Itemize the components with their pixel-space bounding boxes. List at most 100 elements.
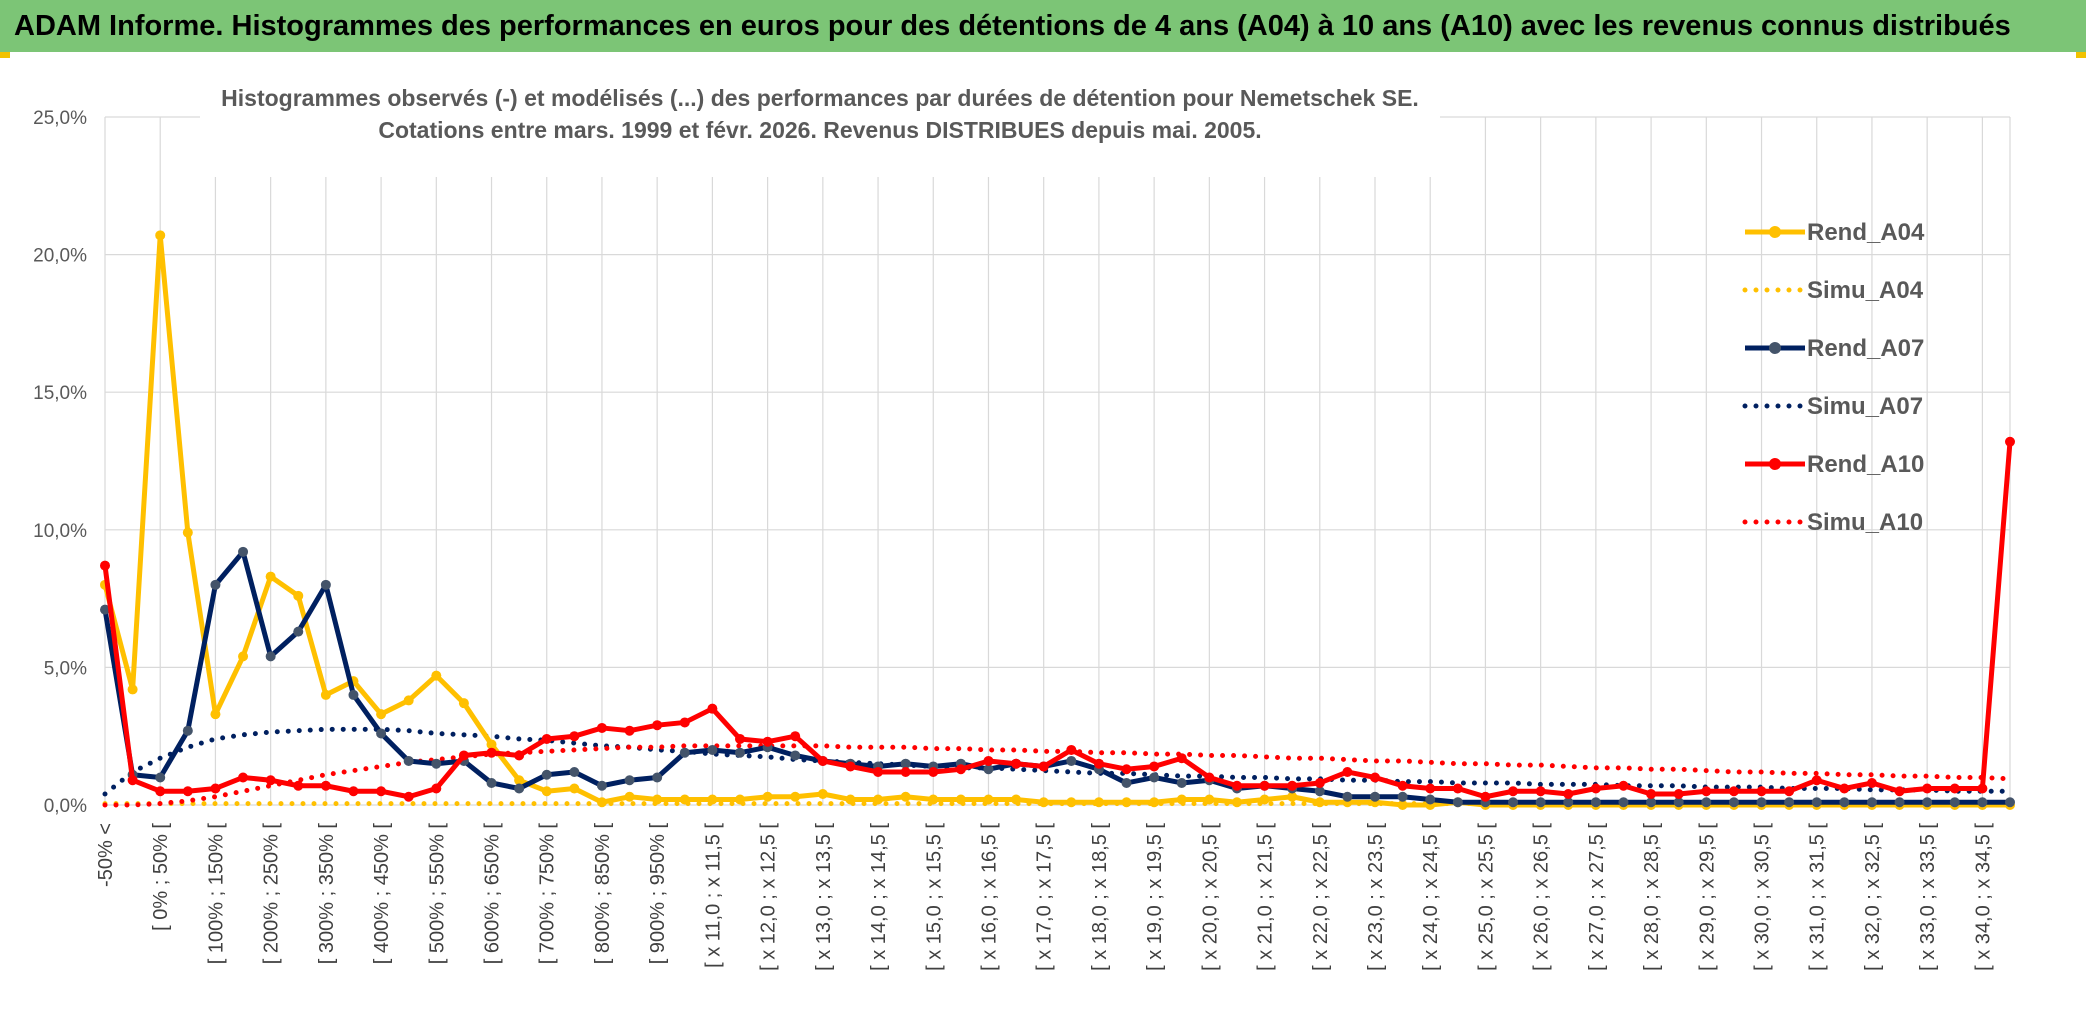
corner-decoration (2076, 52, 2086, 58)
chart-title-block: Histogrammes observés (-) et modélisés (… (200, 72, 1440, 177)
data-point (1646, 797, 1657, 808)
data-point (1811, 775, 1822, 786)
corner-decoration (0, 52, 10, 58)
data-point (100, 604, 110, 615)
data-point (1066, 797, 1077, 808)
chart-title: Histogrammes observés (-) et modélisés (… (221, 85, 1419, 111)
data-point (1204, 794, 1215, 805)
data-point (238, 651, 249, 662)
data-point (1397, 791, 1408, 802)
x-tick-label: [ x 32,0 ; x 32,5 [ (1862, 823, 1884, 971)
data-point (1784, 786, 1795, 797)
data-point (265, 775, 276, 786)
data-point (817, 755, 828, 766)
x-tick-label: [ x 16,0 ; x 16,5 [ (978, 823, 1000, 971)
data-point (1259, 794, 1270, 805)
data-point (790, 791, 801, 802)
data-point (403, 791, 414, 802)
performance-histogram-chart: Histogrammes observés (-) et modélisés (… (33, 72, 2015, 971)
data-point (1756, 797, 1767, 808)
data-point (1977, 797, 1988, 808)
x-tick-label: [ 700% ; 750% [ (537, 823, 559, 965)
series-rend_a04 (100, 230, 2015, 810)
x-tick-label: [ x 23,0 ; x 23,5 [ (1365, 823, 1387, 971)
x-tick-label: [ x 11,0 ; x 11,5 [ (702, 823, 724, 968)
legend-item-simu_a07: Simu_A07 (1742, 393, 1923, 420)
data-point (293, 626, 304, 637)
chart-subtitle: Cotations entre mars. 1999 et févr. 2026… (378, 117, 1261, 143)
data-point (1342, 791, 1353, 802)
legend-marker (1769, 226, 1781, 238)
grid-layer (104, 116, 2011, 806)
data-point (624, 791, 635, 802)
series-rend_a10 (100, 436, 2015, 802)
data-point (486, 739, 497, 750)
data-point (569, 731, 580, 742)
data-point (1784, 797, 1795, 808)
x-tick-label: [ x 12,0 ; x 12,5 [ (758, 823, 780, 971)
y-tick-label: 15,0% (33, 383, 87, 404)
data-point (1949, 797, 1960, 808)
y-axis: 0,0% 5,0% 10,0% 15,0% 20,0% 25,0% (33, 108, 87, 817)
data-point (983, 764, 994, 775)
data-point (569, 783, 580, 794)
x-tick-label: [ 600% ; 650% [ (482, 823, 504, 965)
x-axis: -50% < [ 0% ; 50% [[ 100% ; 150% [[ 200% … (95, 823, 1994, 971)
data-point (873, 766, 884, 777)
x-tick-label: [ 400% ; 450% [ (371, 823, 393, 965)
data-point (707, 794, 718, 805)
data-point (486, 777, 497, 788)
data-point (1314, 797, 1325, 808)
data-point (127, 775, 138, 786)
legend-label: Simu_A04 (1807, 277, 1924, 304)
data-point (1038, 797, 1049, 808)
data-point (431, 758, 442, 769)
report-banner: ADAM Informe. Histogrammes des performan… (0, 0, 2086, 52)
legend-item-rend_a04: Rend_A04 (1745, 219, 1925, 246)
data-point (1149, 772, 1160, 783)
data-point (210, 579, 221, 590)
data-point (652, 794, 663, 805)
data-point (707, 744, 718, 755)
data-point (652, 720, 663, 731)
data-point (265, 651, 276, 662)
data-point (541, 769, 552, 780)
legend-item-simu_a04: Simu_A04 (1742, 277, 1924, 304)
data-point (514, 750, 525, 761)
y-tick-label: 20,0% (33, 246, 87, 267)
data-point (1922, 797, 1933, 808)
data-point (679, 747, 690, 758)
data-point (1397, 800, 1408, 810)
series-line-rend_a07 (102, 549, 2010, 805)
data-point (762, 791, 773, 802)
data-point (1425, 794, 1436, 805)
legend-label: Simu_A07 (1807, 393, 1923, 420)
data-point (155, 772, 166, 783)
x-tick-label: [ x 31,0 ; x 31,5 [ (1807, 823, 1829, 971)
x-tick-label: [ 500% ; 550% [ (426, 823, 448, 965)
data-point (1618, 780, 1629, 791)
legend-marker (1769, 342, 1781, 354)
data-point (624, 725, 635, 736)
data-point (541, 733, 552, 744)
data-point (320, 579, 331, 590)
data-point (320, 689, 331, 700)
data-point (1646, 788, 1657, 799)
data-point (735, 794, 745, 805)
data-point (1342, 766, 1353, 777)
data-point (983, 755, 994, 766)
x-tick-label: [ x 14,0 ; x 14,5 [ (868, 823, 890, 971)
data-point (955, 764, 966, 775)
data-point (100, 560, 110, 571)
data-point (1314, 777, 1325, 788)
x-tick-label: [ x 34,0 ; x 34,5 [ (1972, 823, 1994, 971)
data-point (1673, 788, 1684, 799)
data-point (1563, 788, 1574, 799)
data-point (1811, 797, 1822, 808)
data-point (1149, 797, 1160, 808)
legend: Rend_A04 Simu_A04 Rend_A07 Simu_A07 Rend_A10… (1742, 219, 1925, 536)
data-point (403, 755, 414, 766)
data-point (735, 733, 745, 744)
data-point (1093, 797, 1104, 808)
data-point (845, 794, 856, 805)
